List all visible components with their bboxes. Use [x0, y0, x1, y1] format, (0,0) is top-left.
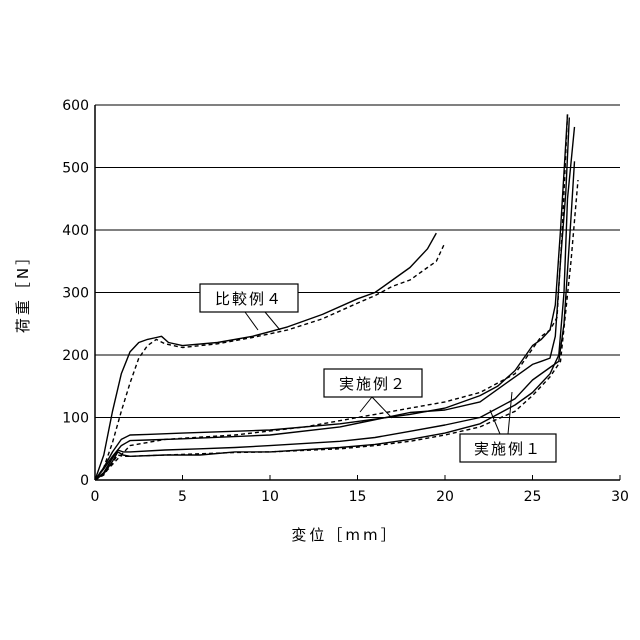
x-tick-label-10: 10 [261, 489, 279, 505]
x-tick-label-20: 20 [436, 489, 454, 505]
data-curves [95, 114, 578, 480]
callout-label-example1: 実施例１ [474, 440, 542, 458]
y-tick-label-500: 500 [62, 161, 89, 177]
callout-label-comparative4: 比較例４ [215, 290, 283, 308]
y-tick-label-0: 0 [80, 473, 89, 489]
y-tick-label-300: 300 [62, 286, 89, 302]
curve-comparative4-2 [95, 243, 445, 481]
y-tick-label-600: 600 [62, 98, 89, 114]
x-tick-label-25: 25 [524, 489, 542, 505]
y-tick-label-400: 400 [62, 223, 89, 239]
curve-example2-2 [95, 118, 569, 481]
x-axis-label: 変位［mm］ [291, 526, 398, 544]
y-axis-label: 荷重［N］ [14, 247, 32, 333]
curve-example1-2 [95, 161, 575, 480]
leader-comparative4-1 [245, 312, 258, 330]
y-axis-label-group: 荷重［N］ [14, 247, 32, 333]
x-tick-label-5: 5 [178, 489, 187, 505]
x-tick-label-15: 15 [349, 489, 367, 505]
y-tick-label-200: 200 [62, 348, 89, 364]
leader-example1-2 [508, 392, 512, 434]
leader-example2-1 [360, 397, 372, 412]
x-tick-label-0: 0 [91, 489, 100, 505]
leader-comparative4-2 [265, 312, 280, 330]
callout-label-example2: 実施例２ [339, 375, 407, 393]
y-tick-label-100: 100 [62, 411, 89, 427]
x-tick-label-30: 30 [611, 489, 629, 505]
